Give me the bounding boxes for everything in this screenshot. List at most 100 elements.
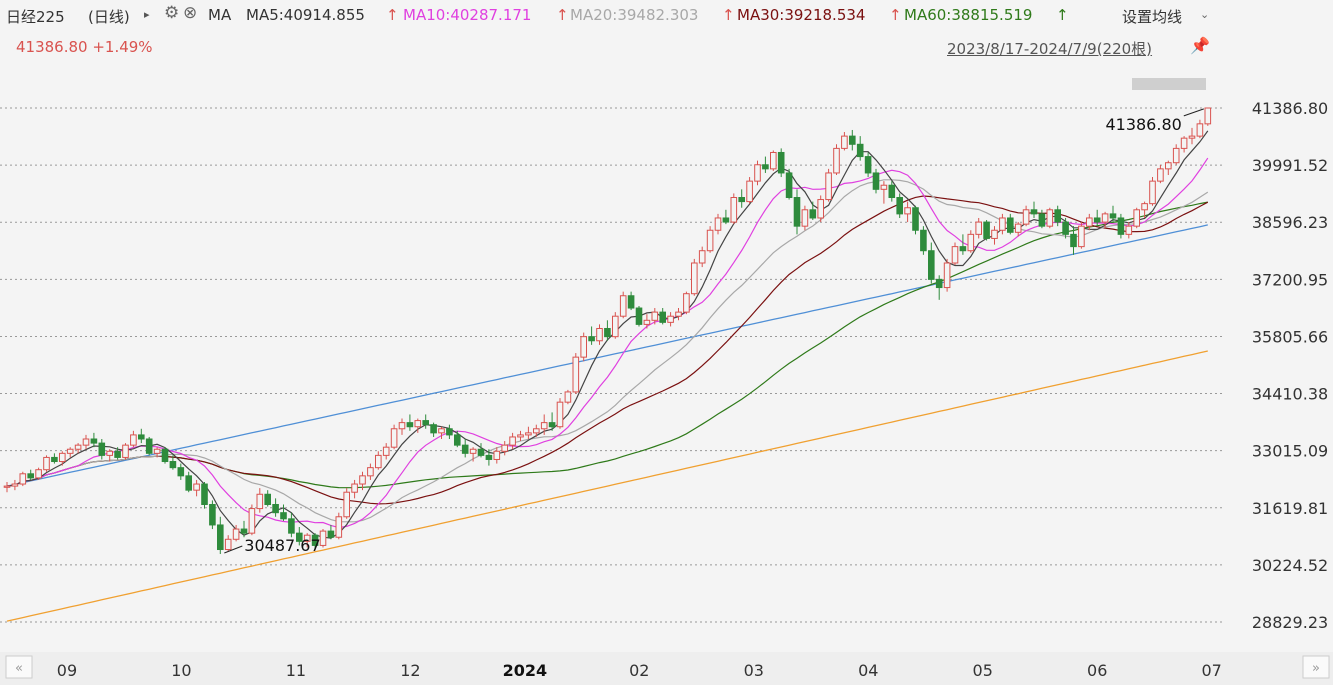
candle-body [130,434,137,446]
candle [59,451,66,466]
candle-body [438,428,445,434]
candle-body [817,199,825,219]
date-range[interactable]: 2023/8/17-2024/7/9(220根) [947,40,1153,58]
scroll-left-button[interactable]: « [5,655,33,679]
ma-label: MA [208,6,232,24]
candle [3,481,11,493]
candle [501,441,508,456]
candle-body [1078,225,1085,248]
candle-body [556,401,564,428]
candle-body [1172,147,1180,164]
candle [1054,205,1062,227]
candle-body [501,444,508,452]
candle-body [1117,217,1125,235]
candle [517,430,524,442]
candle-body [864,156,872,174]
candle-body [659,311,667,323]
ma250-line [6,350,1208,622]
close-icon[interactable]: ⊗ [183,3,198,23]
candle [414,418,422,433]
candle-body [572,356,580,393]
candle [793,189,801,235]
candle-body [959,246,967,252]
candle [1149,177,1156,206]
double-left-icon: « [15,661,23,676]
pin-icon[interactable]: 📌 [1190,36,1210,55]
candle-body [1030,209,1038,215]
candle-body [169,461,177,469]
annotations: 41386.80 30487.67 [224,78,1206,555]
candle [1141,201,1148,218]
candle-body [935,278,943,289]
candle-body [1093,217,1101,223]
candle [556,398,564,429]
ma60-value: MA60:38815.519 [904,6,1033,24]
candle [1157,164,1164,184]
candle-body [991,229,998,239]
candle-body [390,428,398,448]
y-tick-label: 28829.23 [1252,613,1328,632]
candle-body [833,147,840,174]
candle-body [588,336,595,342]
play-triangle-icon[interactable]: ▸ [144,8,150,21]
candle-body [51,456,58,463]
candle-body [722,217,730,223]
candle-body [540,422,548,430]
candle [240,520,248,538]
candle-body [667,315,674,323]
candle [896,193,904,218]
candle [809,201,817,221]
candle-body [635,307,643,325]
candle-body [714,217,722,231]
candle [406,414,414,431]
candle [1078,222,1085,249]
candle [943,258,951,292]
candle [698,246,706,268]
chevron-down-icon[interactable]: ⌄ [1200,8,1210,21]
candle-body [754,164,761,182]
candle-body [59,452,66,463]
candle-body [517,434,524,438]
candle-body [303,534,311,542]
candle-body [248,508,256,534]
candle [588,326,595,345]
x-tick-label: 03 [744,661,764,680]
candle-body [841,135,848,149]
candle [904,201,911,223]
instrument-name[interactable]: 日经225 [6,8,65,26]
candle-body [1101,213,1109,223]
candle [596,324,603,345]
candle-body [446,428,453,436]
candle [430,422,437,437]
candle [651,308,659,325]
y-axis-labels: 41386.80 39991.52 38596.23 37200.95 35805.66… [1252,99,1328,632]
candle-body [888,184,896,199]
scroll-right-button[interactable]: » [1302,655,1330,679]
candle [193,479,200,497]
candle [288,512,295,538]
candle [1022,205,1030,227]
candle [359,471,366,491]
candle [1204,107,1212,126]
candle [849,129,856,151]
candle-body [114,450,121,458]
candle-body [343,491,350,518]
candle-body [1141,203,1148,211]
candle [319,529,327,548]
candle [935,275,943,300]
candle-body [1204,107,1212,125]
candle-body [1007,217,1014,233]
candle [1188,127,1196,145]
candle [572,353,580,394]
gear-icon[interactable]: ⚙ [164,3,180,23]
settings-button[interactable]: 设置均线 [1122,8,1183,26]
candle [714,213,722,235]
candle-body [1070,233,1077,248]
candle-body [19,473,27,485]
candle [161,447,169,464]
candle [1165,160,1172,175]
candle [951,242,959,266]
period-label[interactable]: (日线) [88,8,130,26]
candle [754,160,761,186]
candle-body [604,327,611,338]
